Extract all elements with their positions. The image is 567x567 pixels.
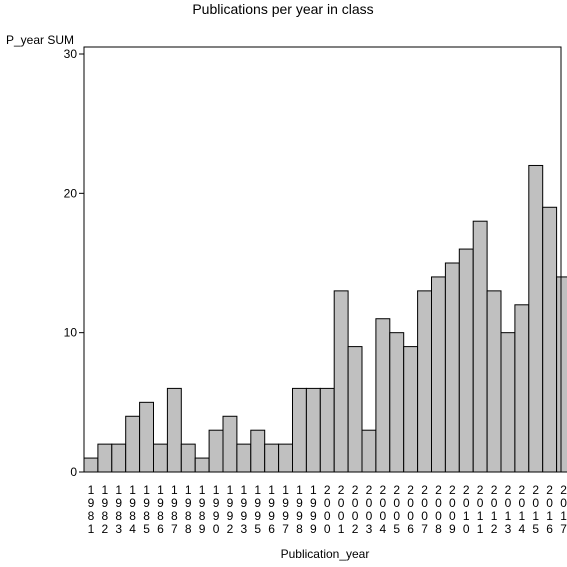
bar-2015 <box>528 164 544 473</box>
y-tick-label-10: 10 <box>64 326 78 340</box>
chart-title: Publications per year in class <box>192 1 373 17</box>
bar-2014 <box>514 304 530 473</box>
bar-2010 <box>458 248 474 473</box>
bar-1998 <box>292 387 307 473</box>
bar-1996 <box>264 443 280 473</box>
bar-1997 <box>278 443 294 473</box>
bar-1990 <box>208 429 224 473</box>
bar-2012 <box>486 290 502 473</box>
bar-1985 <box>139 401 155 473</box>
bar-2017 <box>556 276 567 473</box>
bar-2007 <box>417 290 433 473</box>
y-axis-label: P_year SUM <box>6 33 74 47</box>
y-ticks-group: 0 10 20 30 <box>64 47 84 479</box>
bar-2008 <box>431 276 446 473</box>
bar-2013 <box>500 332 516 473</box>
bar-2004 <box>375 318 391 473</box>
bar-2016 <box>542 206 558 473</box>
y-tick-label-20: 20 <box>64 186 78 200</box>
bars-group <box>83 164 567 473</box>
bar-2011 <box>472 220 488 473</box>
bar-1987 <box>166 387 182 473</box>
bar-2006 <box>403 346 419 473</box>
plot-frame <box>83 46 562 473</box>
x-axis-label: Publication_year <box>281 547 370 561</box>
y-tick-label-30: 30 <box>64 47 78 61</box>
bar-1988 <box>180 443 196 473</box>
bar-1982 <box>97 443 113 473</box>
bar-2005 <box>389 332 405 473</box>
bar-1992 <box>222 415 238 473</box>
bar-1983 <box>111 443 127 473</box>
bar-2002 <box>347 346 363 473</box>
bar-2009 <box>444 262 460 473</box>
bar-1986 <box>153 443 168 473</box>
bar-1989 <box>194 457 210 473</box>
bar-2000 <box>319 387 335 473</box>
bar-1981 <box>83 457 99 473</box>
bar-2003 <box>361 429 377 473</box>
bar-2001 <box>333 290 349 473</box>
bar-1993 <box>236 443 252 473</box>
y-tick-label-0: 0 <box>70 465 77 479</box>
bar-1995 <box>250 429 266 473</box>
x-ticks-group: 1 9 8 1 1 9 8 2 1 9 8 3 1 9 8 4 1 9 8 5 1 9 8 6 1 9 8 7 1 9 8 8 1 9 8 9 1 9 9 0… <box>88 483 567 536</box>
bar-1984 <box>125 415 141 473</box>
bar-1999 <box>305 387 321 473</box>
